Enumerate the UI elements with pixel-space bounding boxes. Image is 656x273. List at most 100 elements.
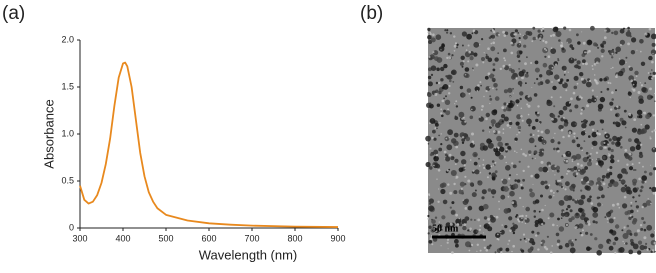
particle: [451, 170, 457, 176]
particle: [497, 52, 499, 54]
highlight: [483, 159, 485, 161]
highlight: [588, 50, 591, 53]
highlight: [503, 132, 505, 134]
highlight: [536, 37, 537, 38]
highlight: [584, 51, 586, 53]
particle: [628, 250, 633, 255]
highlight: [447, 108, 449, 110]
particle: [580, 190, 582, 192]
particle: [492, 160, 495, 163]
highlight: [493, 31, 495, 33]
particle: [447, 155, 449, 157]
particle: [442, 86, 445, 89]
particle: [559, 200, 565, 206]
particle: [492, 177, 496, 181]
particle: [615, 114, 618, 117]
particle: [502, 120, 504, 122]
particle: [630, 210, 634, 214]
particle: [610, 229, 613, 232]
particle: [519, 51, 523, 55]
particle: [581, 121, 583, 123]
particle: [459, 167, 464, 172]
particle: [436, 82, 438, 84]
particle: [539, 74, 542, 77]
highlight: [616, 106, 618, 108]
particle: [470, 116, 474, 120]
particle: [451, 201, 454, 204]
particle: [644, 229, 647, 232]
particle: [495, 170, 498, 173]
particle: [436, 68, 440, 72]
particle: [615, 47, 621, 53]
highlight: [490, 165, 492, 167]
particle: [592, 212, 598, 218]
particle: [584, 140, 586, 142]
particle: [630, 205, 632, 207]
highlight: [550, 251, 553, 254]
highlight: [479, 116, 481, 118]
particle: [436, 164, 441, 169]
highlight: [511, 52, 514, 55]
highlight: [440, 112, 442, 114]
highlight: [577, 83, 579, 85]
particle: [490, 140, 492, 142]
particle: [445, 100, 450, 105]
highlight: [650, 165, 651, 166]
particle: [553, 105, 555, 107]
highlight: [585, 62, 588, 65]
particle: [468, 206, 473, 211]
highlight: [575, 199, 577, 201]
highlight: [521, 215, 524, 218]
highlight: [607, 222, 608, 223]
highlight: [433, 165, 435, 167]
particle: [544, 181, 547, 184]
particle: [562, 66, 567, 71]
highlight: [597, 184, 599, 186]
particle: [571, 168, 575, 172]
highlight: [592, 129, 594, 131]
highlight: [431, 137, 433, 139]
highlight: [468, 51, 471, 54]
particle: [623, 28, 625, 30]
highlight: [628, 66, 630, 68]
highlight: [544, 246, 547, 249]
particle: [528, 248, 533, 253]
particle: [573, 190, 575, 192]
particle: [446, 144, 452, 150]
highlight: [545, 205, 546, 206]
highlight: [464, 168, 465, 169]
particle: [571, 243, 575, 247]
highlight: [522, 221, 523, 222]
y-tick-label: 1.0: [61, 128, 74, 138]
particle: [448, 169, 450, 171]
highlight: [557, 180, 560, 183]
particle: [589, 159, 592, 162]
particle: [587, 198, 592, 203]
particle: [588, 180, 594, 186]
particle: [440, 67, 444, 71]
highlight: [449, 192, 452, 195]
particle: [511, 75, 516, 80]
particle: [632, 128, 637, 133]
particle: [521, 250, 524, 253]
particle: [460, 182, 465, 187]
highlight: [535, 158, 536, 159]
highlight: [555, 63, 557, 65]
particle: [539, 211, 541, 213]
particle: [478, 181, 480, 183]
highlight: [553, 192, 555, 194]
highlight: [580, 164, 583, 167]
highlight: [594, 74, 595, 75]
highlight: [509, 127, 511, 129]
particle: [644, 171, 647, 174]
particle: [567, 79, 569, 81]
particle: [592, 141, 597, 146]
highlight: [429, 56, 431, 58]
highlight: [624, 149, 627, 152]
highlight: [502, 224, 503, 225]
highlight: [609, 241, 610, 242]
particle: [602, 41, 606, 45]
panel-label: (b): [360, 3, 383, 24]
particle: [532, 27, 535, 30]
highlight: [547, 171, 548, 172]
